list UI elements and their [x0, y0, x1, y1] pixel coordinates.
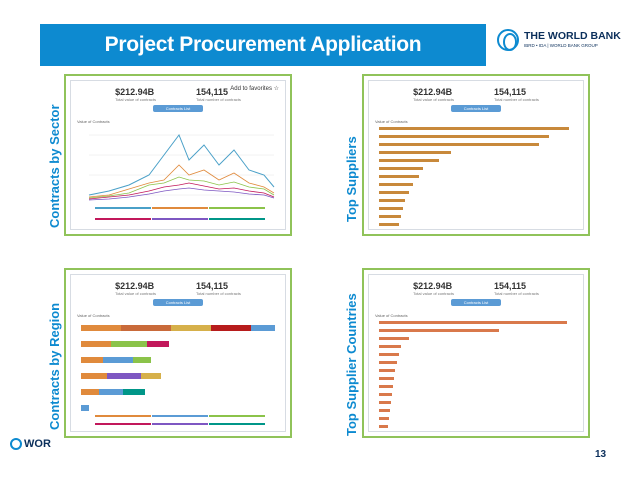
total-value-stat: $212.94B Total value of contracts: [115, 281, 156, 296]
contracts-list-button[interactable]: Contracts List: [153, 105, 203, 112]
logo-name: THE WORLD BANK: [524, 30, 621, 42]
suppliers-screenshot[interactable]: $212.94B Total value of contracts 154,115…: [368, 80, 584, 230]
sector-legend: [95, 207, 265, 227]
total-contracts-label: Total number of contracts: [196, 97, 241, 102]
globe-icon: [497, 29, 519, 51]
total-value: $212.94B: [115, 87, 155, 97]
total-contracts: 154,115: [196, 281, 229, 291]
contracts-list-button[interactable]: Contracts List: [153, 299, 203, 306]
footer-logo-text: WOR: [24, 438, 51, 450]
total-value-stat: $212.94B Total value of contracts: [115, 87, 156, 102]
contracts-list-button[interactable]: Contracts List: [451, 299, 501, 306]
page-title: Project Procurement Application: [104, 33, 422, 56]
total-contracts: 154,115: [494, 87, 527, 97]
countries-panel: $212.94B Total value of contracts 154,115…: [362, 268, 590, 438]
world-bank-logo: THE WORLD BANK IBRD • IDA | WORLD BANK G…: [497, 25, 622, 55]
total-contracts-label: Total number of contracts: [494, 97, 539, 102]
axis-title: Value of Contracts: [375, 313, 408, 318]
sector-panel: Add to favorites ☆ $212.94B Total value o…: [64, 74, 292, 236]
region-screenshot[interactable]: $212.94B Total value of contracts 154,115…: [70, 274, 286, 432]
total-contracts-stat: 154,115 Total number of contracts: [196, 281, 241, 296]
suppliers-bars: [379, 127, 569, 226]
sector-label: Contracts by Sector: [47, 104, 62, 228]
total-value-label: Total value of contracts: [115, 291, 156, 296]
total-value-label: Total value of contracts: [413, 291, 454, 296]
suppliers-label: Top Suppliers: [344, 136, 359, 222]
total-value-label: Total value of contracts: [115, 97, 156, 102]
logo-sub: IBRD • IDA | WORLD BANK GROUP: [524, 43, 598, 48]
axis-title: Value of Contracts: [375, 119, 408, 124]
suppliers-panel: $212.94B Total value of contracts 154,115…: [362, 74, 590, 236]
region-legend: [95, 415, 265, 429]
total-value-stat: $212.94B Total value of contracts: [413, 281, 454, 296]
total-contracts-label: Total number of contracts: [196, 291, 241, 296]
axis-title: Value of Contracts: [77, 313, 110, 318]
axis-title: Value of Contracts: [77, 119, 110, 124]
total-contracts: 154,115: [196, 87, 229, 97]
title-banner: Project Procurement Application: [40, 24, 486, 66]
total-contracts-stat: 154,115 Total number of contracts: [196, 87, 241, 102]
total-contracts-label: Total number of contracts: [494, 291, 539, 296]
countries-screenshot[interactable]: $212.94B Total value of contracts 154,115…: [368, 274, 584, 432]
region-stacked-bars: [81, 325, 275, 411]
region-panel: $212.94B Total value of contracts 154,115…: [64, 268, 292, 438]
countries-bars: [379, 321, 567, 428]
total-value: $212.94B: [413, 87, 453, 97]
total-contracts-stat: 154,115 Total number of contracts: [494, 87, 539, 102]
total-contracts: 154,115: [494, 281, 527, 291]
total-contracts-stat: 154,115 Total number of contracts: [494, 281, 539, 296]
sector-line-chart: [88, 133, 275, 201]
total-value-stat: $212.94B Total value of contracts: [413, 87, 454, 102]
contracts-list-button[interactable]: Contracts List: [451, 105, 501, 112]
total-value-label: Total value of contracts: [413, 97, 454, 102]
footer-logo-fragment: WOR: [10, 438, 51, 450]
add-to-favorites-link[interactable]: Add to favorites ☆: [230, 86, 279, 92]
total-value: $212.94B: [115, 281, 155, 291]
countries-label: Top Supplier Countries: [344, 293, 359, 436]
sector-screenshot[interactable]: Add to favorites ☆ $212.94B Total value o…: [70, 80, 286, 230]
region-label: Contracts by Region: [47, 302, 62, 430]
page-number: 13: [595, 449, 607, 460]
total-value: $212.94B: [413, 281, 453, 291]
globe-icon: [10, 438, 22, 450]
